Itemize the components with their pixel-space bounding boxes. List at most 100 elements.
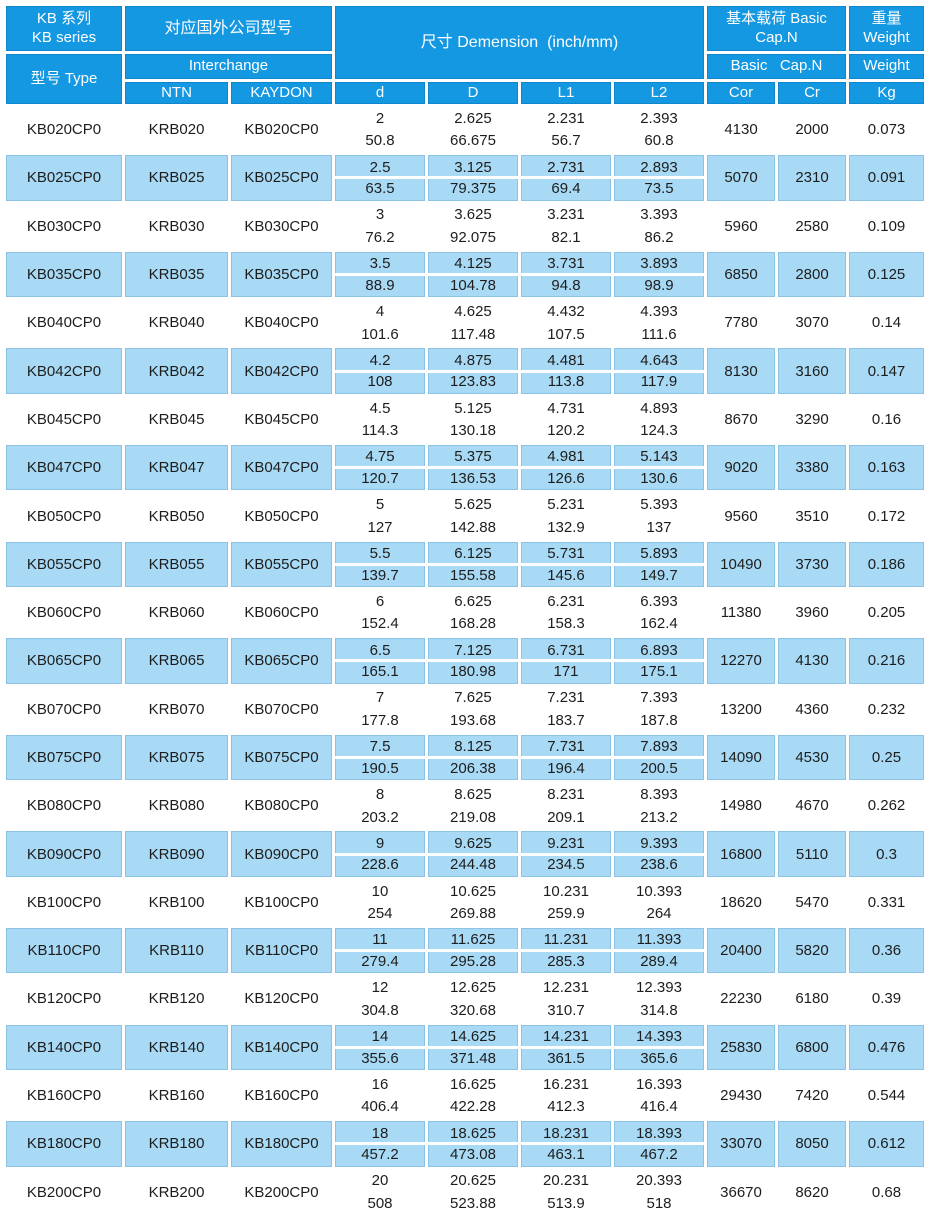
cell-model: KB110CP0 <box>6 928 122 974</box>
cell-D: 6.125 155.58 <box>428 541 518 587</box>
cell-cr: 3380 <box>778 445 846 491</box>
cell-D: 6.625 168.28 <box>428 590 518 635</box>
cell-cr: 3290 <box>795 410 829 428</box>
value-L1-inch: 12.231 <box>543 979 589 997</box>
value-L2-mm: 200.5 <box>640 759 678 777</box>
header-type: 型号 Type <box>6 54 122 104</box>
value-d-inch: 12 <box>371 979 389 997</box>
value-D-inch: 7.125 <box>454 641 492 659</box>
value-D-inch: 4.625 <box>454 303 492 321</box>
cell-kaydon: KB025CP0 <box>231 155 332 201</box>
value-d-mm: 76.2 <box>365 229 395 247</box>
value-d-mm: 279.4 <box>361 953 399 971</box>
cell-cor: 12270 <box>707 638 775 684</box>
cell-cr: 4530 <box>778 734 846 781</box>
cell-kaydon: KB042CP0 <box>231 348 332 394</box>
header-col-kg: Kg <box>849 82 924 104</box>
value-D-mm: 92.075 <box>450 229 496 247</box>
cell-cor: 36670 <box>720 1183 762 1201</box>
header-dimension-title: 尺寸 Demension (inch/mm) <box>335 6 704 79</box>
value-d-inch: 4.75 <box>365 448 395 466</box>
cell-ntn: KRB060 <box>148 604 205 622</box>
value-d-mm: 120.7 <box>361 470 399 488</box>
cell-cr: 7420 <box>795 1087 829 1105</box>
value-L2-inch: 10.393 <box>636 882 682 900</box>
table-row: KB140CP0 KRB140 KB140CP0 14 355.6 14.625… <box>6 1024 924 1070</box>
cell-L1: 8.231 209.1 <box>521 783 611 828</box>
cell-L1: 20.231 513.9 <box>521 1170 611 1215</box>
value-L1-inch: 18.231 <box>543 1124 589 1142</box>
cell-cor: 20400 <box>707 928 775 974</box>
cell-kaydon: KB200CP0 <box>244 1183 319 1201</box>
cell-ntn: KRB042 <box>125 348 228 394</box>
cell-L2: 11.393 289.4 <box>614 928 704 974</box>
value-L2-mm: 130.6 <box>640 470 678 488</box>
cell-kg: 0.3 <box>849 831 924 877</box>
cell-L2: 6.893 175.1 <box>614 638 704 684</box>
value-d-mm: 139.7 <box>361 566 399 584</box>
value-L1-mm: 158.3 <box>547 615 585 633</box>
cell-kaydon: KB140CP0 <box>231 1024 332 1070</box>
value-L1-inch: 2.731 <box>547 158 585 176</box>
cell-ntn: KRB035 <box>125 251 228 298</box>
value-d-inch: 10 <box>371 882 389 900</box>
cell-L1: 6.731 171 <box>521 638 611 684</box>
value-L1-mm: 126.6 <box>547 470 585 488</box>
value-L1-mm: 82.1 <box>551 229 581 247</box>
value-L2-mm: 73.5 <box>644 180 674 198</box>
cell-cor: 9560 <box>724 507 758 525</box>
value-L2-inch: 8.393 <box>640 785 678 803</box>
header-kb-series-en: KB series <box>31 28 97 46</box>
cell-kaydon: KB180CP0 <box>231 1121 332 1167</box>
value-d-inch: 3 <box>375 206 385 224</box>
cell-L2: 3.893 98.9 <box>614 251 704 298</box>
cell-kaydon: KB020CP0 <box>244 121 319 139</box>
cell-model: KB060CP0 <box>26 604 102 622</box>
value-L1-mm: 183.7 <box>547 712 585 730</box>
table-header: KB 系列 KB series 型号 Type 对应国外公司型号 Interch… <box>6 6 924 104</box>
cell-L1: 18.231 463.1 <box>521 1121 611 1167</box>
value-L2-mm: 98.9 <box>644 276 674 294</box>
cell-ntn: KRB050 <box>148 507 205 525</box>
value-L1-mm: 120.2 <box>547 422 585 440</box>
header-col-kaydon: KAYDON <box>231 82 332 104</box>
cell-L1: 4.432 107.5 <box>521 300 611 345</box>
cell-kaydon: KB160CP0 <box>244 1087 319 1105</box>
value-D-mm: 168.28 <box>450 615 496 633</box>
cell-d: 5.5 139.7 <box>335 541 425 587</box>
cell-model: KB070CP0 <box>26 700 102 718</box>
cell-d: 12 304.8 <box>335 976 425 1021</box>
cell-cr: 4670 <box>795 797 829 815</box>
value-L1-mm: 171 <box>553 663 579 681</box>
cell-kg: 0.262 <box>867 797 906 815</box>
cell-cr: 3070 <box>795 314 829 332</box>
cell-L1: 7.731 196.4 <box>521 734 611 781</box>
cell-ntn: KRB020 <box>148 121 205 139</box>
cell-kaydon: KB055CP0 <box>231 541 332 587</box>
value-L1-inch: 3.731 <box>547 255 585 273</box>
value-d-mm: 203.2 <box>361 808 399 826</box>
cell-d: 6.5 165.1 <box>335 638 425 684</box>
cell-cor: 14980 <box>720 797 762 815</box>
cell-D: 16.625 422.28 <box>428 1073 518 1118</box>
value-L2-inch: 16.393 <box>636 1075 682 1093</box>
value-L2-inch: 5.143 <box>640 448 678 466</box>
value-D-mm: 155.58 <box>450 566 496 584</box>
cell-D: 10.625 269.88 <box>428 880 518 925</box>
value-L1-inch: 4.731 <box>547 399 585 417</box>
cell-model: KB030CP0 <box>26 217 102 235</box>
value-L2-mm: 111.6 <box>641 325 677 343</box>
value-d-inch: 16 <box>371 1075 389 1093</box>
cell-d: 4.2 108 <box>335 348 425 394</box>
value-D-mm: 66.675 <box>450 132 496 150</box>
value-L1-inch: 2.231 <box>547 109 585 127</box>
value-L2-inch: 4.643 <box>640 351 678 369</box>
cell-cor: 33070 <box>707 1121 775 1167</box>
value-D-inch: 4.875 <box>454 351 492 369</box>
table-row: KB160CP0 KRB160 KB160CP0 16 406.4 16.625… <box>6 1073 924 1118</box>
cell-ntn: KRB075 <box>125 734 228 781</box>
table-row: KB042CP0 KRB042 KB042CP0 4.2 108 4.875 1… <box>6 348 924 394</box>
value-D-mm: 180.98 <box>450 663 496 681</box>
cell-d: 5 127 <box>335 493 425 538</box>
cell-kaydon: KB070CP0 <box>244 700 319 718</box>
